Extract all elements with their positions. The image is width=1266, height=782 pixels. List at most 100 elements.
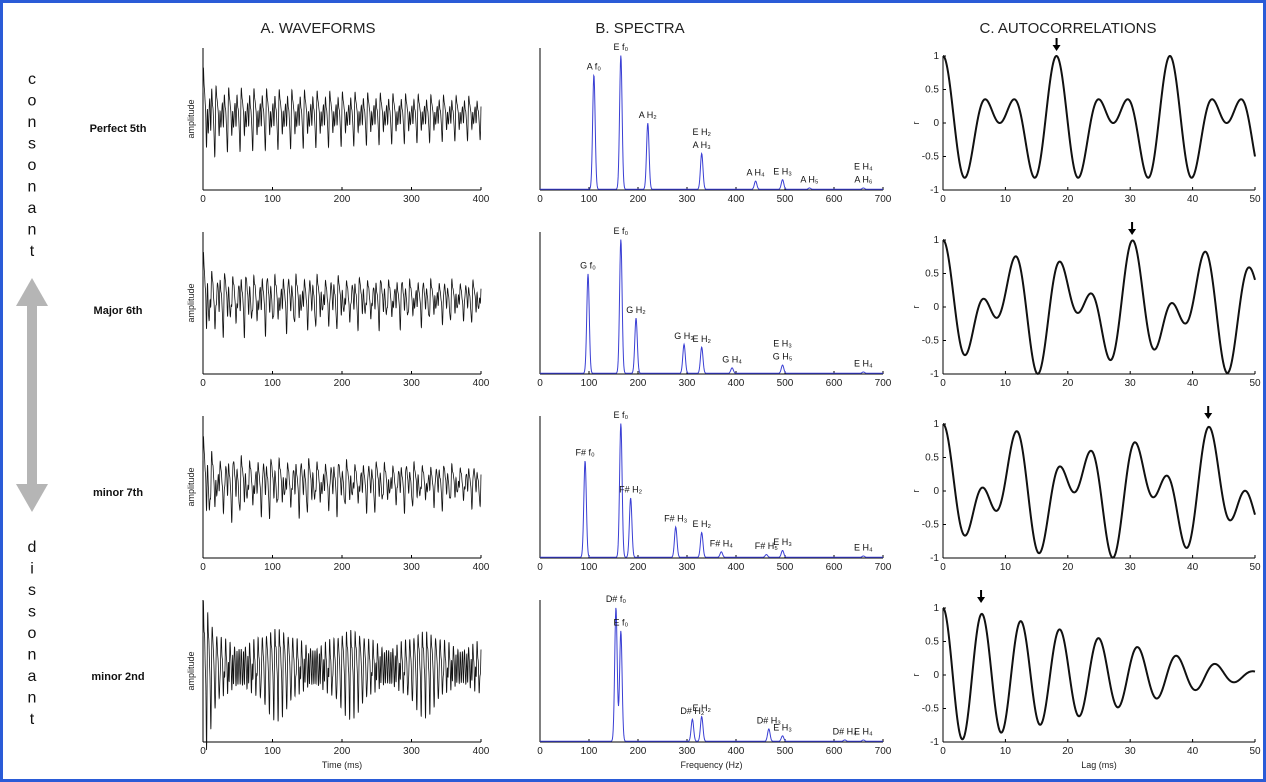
peak-label: F# H₃ (664, 514, 688, 524)
y-tick-label: -1 (930, 369, 939, 380)
y-axis-label: r (911, 306, 921, 309)
autocorrelation-trace (942, 607, 1256, 741)
scale-arrow-up-head (16, 278, 48, 306)
x-tick-label: 30 (1125, 378, 1137, 389)
x-tick-label: 200 (630, 746, 647, 757)
autocorrelation-panel: 0 10 20 30 40 50 -1 -0.5 0 0.5 1 r (911, 222, 1261, 389)
consonant-letter: o (28, 93, 37, 110)
consonant-letter: s (28, 136, 36, 153)
y-axis-label: amplitude (186, 283, 196, 322)
peak-label: A H₄ (747, 168, 766, 178)
x-tick-label: 50 (1249, 378, 1261, 389)
x-axis-label: Lag (ms) (1081, 760, 1117, 770)
y-tick-label: -0.5 (922, 336, 940, 347)
peak-label: G H₃ (674, 331, 694, 341)
y-axis-label: r (911, 122, 921, 125)
peak-label: F# H₅ (755, 541, 779, 551)
peak-label: E H₂ (692, 519, 711, 529)
waveform-trace (202, 436, 482, 523)
peak-label: A H₃ (693, 140, 712, 150)
x-tick-label: 400 (728, 194, 745, 205)
x-tick-label: 600 (826, 194, 843, 205)
x-tick-label: 50 (1249, 562, 1261, 573)
y-tick-label: 0 (933, 302, 939, 313)
waveform-panel: 0 100 200 300 400 amplitude (186, 416, 490, 573)
peak-label: E f₀ (613, 410, 628, 420)
y-tick-label: 1 (933, 419, 939, 430)
x-tick-label: 0 (940, 746, 946, 757)
y-axis-label: amplitude (186, 467, 196, 506)
y-tick-label: 1 (933, 51, 939, 62)
peak-marker-arrow-head (1204, 413, 1213, 419)
autocorrelation-panel: 0 10 20 30 40 50 -1 -0.5 0 0.5 1 r Lag (ms) (911, 590, 1261, 770)
consonant-letter: o (28, 157, 37, 174)
x-tick-label: 30 (1125, 194, 1137, 205)
y-tick-label: -0.5 (922, 520, 940, 531)
dissonant-letter: o (28, 625, 37, 642)
x-tick-label: 400 (473, 746, 490, 757)
peak-label: E H₄ (854, 727, 873, 737)
x-tick-label: 300 (403, 194, 420, 205)
x-tick-label: 0 (537, 194, 543, 205)
x-tick-label: 600 (826, 562, 843, 573)
x-tick-label: 10 (1000, 562, 1012, 573)
dissonant-letter: n (28, 647, 37, 664)
x-tick-label: 400 (728, 746, 745, 757)
autocorrelation-panel: 0 10 20 30 40 50 -1 -0.5 0 0.5 1 r (911, 38, 1261, 205)
x-axis-label: Frequency (Hz) (680, 760, 742, 770)
waveform-trace (202, 600, 482, 750)
peak-label: D# H₄ (833, 727, 858, 737)
peak-label: E H₃ (773, 537, 792, 547)
dissonant-letter: a (28, 668, 37, 685)
x-tick-label: 10 (1000, 746, 1012, 757)
peak-label: E H₂ (692, 703, 711, 713)
x-tick-label: 400 (728, 378, 745, 389)
consonant-letter: n (28, 222, 37, 239)
x-tick-label: 600 (826, 378, 843, 389)
y-axis-label: amplitude (186, 99, 196, 138)
peak-label: E H₄ (854, 543, 873, 553)
peak-label: E H₃ (773, 166, 792, 176)
y-tick-label: 1 (933, 603, 939, 614)
y-tick-label: 0.5 (925, 85, 939, 96)
spectra-column-title: B. SPECTRA (595, 20, 684, 37)
row-label: minor 7th (93, 487, 143, 499)
spectrum-line (540, 607, 883, 742)
consonant-letter: n (28, 179, 37, 196)
y-axis-label: r (911, 490, 921, 493)
waveform-panel: 0 100 200 300 400 amplitude Time (ms) (186, 600, 490, 770)
x-tick-label: 0 (537, 562, 543, 573)
x-tick-label: 700 (875, 378, 892, 389)
y-tick-label: -0.5 (922, 152, 940, 163)
x-tick-label: 100 (581, 378, 598, 389)
autocorrelation-panel: 0 10 20 30 40 50 -1 -0.5 0 0.5 1 r (911, 406, 1261, 573)
autocorrelation-trace (942, 54, 1256, 179)
x-tick-label: 400 (473, 562, 490, 573)
x-tick-label: 0 (940, 562, 946, 573)
autocorrelation-trace (942, 423, 1256, 559)
peak-label: E f₀ (613, 618, 628, 628)
spectrum-panel: 0 100 200 300 400 500 600 700 A f₀ E f₀ A H₂ E H₂ A … (537, 42, 892, 205)
waveform-trace (202, 252, 482, 339)
x-tick-label: 200 (630, 562, 647, 573)
x-tick-label: 600 (826, 746, 843, 757)
x-tick-label: 300 (679, 562, 696, 573)
x-tick-label: 400 (473, 378, 490, 389)
x-tick-label: 100 (264, 562, 281, 573)
peak-label: D# H₂ (680, 706, 705, 716)
dissonant-letter: s (28, 604, 36, 621)
autocorrelations-column-title: C. AUTOCORRELATIONS (980, 20, 1157, 37)
dissonant-letter: n (28, 690, 37, 707)
x-tick-label: 100 (581, 746, 598, 757)
x-tick-label: 400 (473, 194, 490, 205)
x-tick-label: 20 (1062, 562, 1074, 573)
spectrum-line (540, 423, 883, 558)
peak-marker-arrow-head (1052, 45, 1061, 51)
y-tick-label: 0.5 (925, 453, 939, 464)
x-tick-label: 100 (264, 746, 281, 757)
peak-label: E H₄ (854, 162, 873, 172)
